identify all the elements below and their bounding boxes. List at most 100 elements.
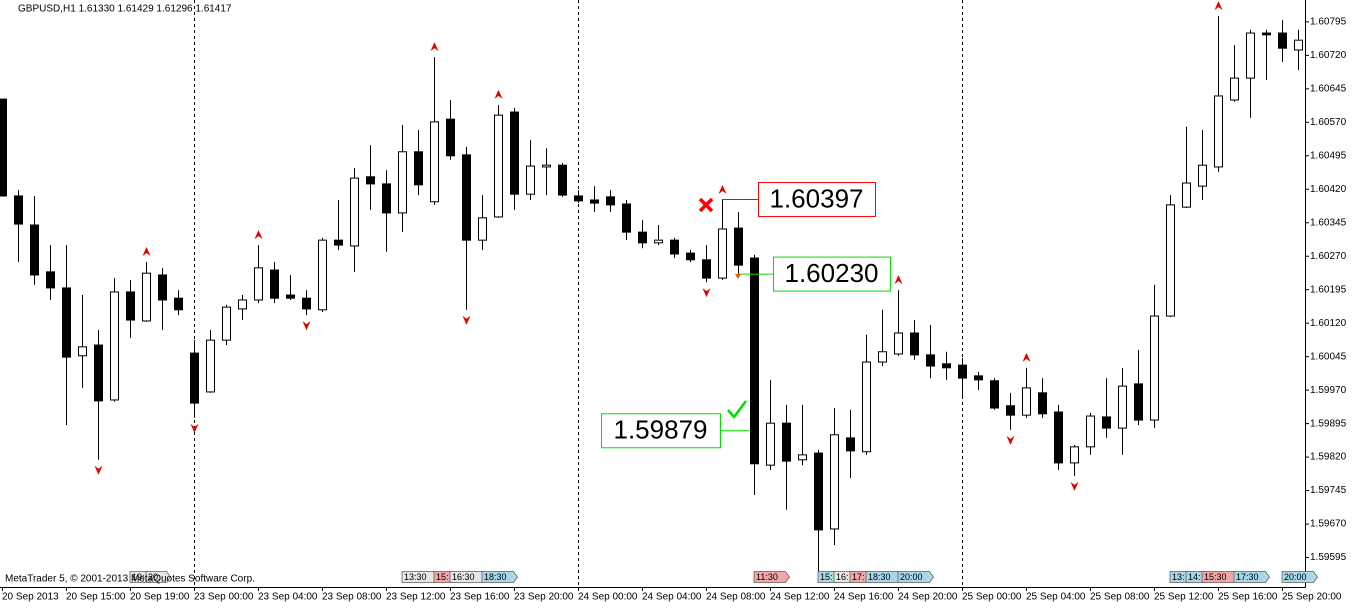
close-cross (698, 197, 714, 213)
candle-body (270, 269, 279, 299)
fractal-down (94, 465, 103, 475)
event-label: 20: (148, 572, 161, 582)
event-label: 16:30 (452, 572, 475, 582)
candle-body (894, 332, 903, 355)
candle-body (1054, 411, 1063, 464)
candle-body (1102, 416, 1111, 429)
candle-body (430, 121, 439, 203)
y-tick-label: 1.60345 (1310, 217, 1347, 228)
x-tick-label: 20 Sep 19:00 (130, 592, 190, 603)
candle-body (654, 239, 663, 244)
fractal-down (190, 423, 199, 433)
candle-body (510, 111, 519, 195)
candle-body (1214, 95, 1223, 168)
candle-body (542, 164, 551, 168)
candle-body (750, 257, 759, 465)
event-label: 19: (132, 572, 145, 582)
candle-body (1166, 204, 1175, 317)
y-tick-label: 1.59670 (1310, 519, 1347, 530)
y-tick-label: 1.60720 (1310, 50, 1347, 61)
y-tick-label: 1.60645 (1310, 83, 1347, 94)
candle-body (1262, 32, 1271, 36)
x-tick-label: 23 Sep 00:00 (194, 592, 254, 603)
candle-body (846, 437, 855, 452)
fractal-down (1070, 481, 1079, 491)
candle-body (686, 252, 695, 261)
candle-body (62, 287, 71, 358)
candle-body (142, 272, 151, 322)
fractal-up (494, 89, 503, 99)
candle-body (798, 454, 807, 461)
candle-body (286, 294, 295, 299)
candle-body (926, 354, 935, 367)
candle-body (398, 151, 407, 214)
x-tick-label: 25 Sep 16:00 (1218, 592, 1278, 603)
stop-marker (735, 274, 741, 279)
candle-body (878, 351, 887, 363)
event-tag (481, 571, 518, 583)
y-tick-label: 1.59895 (1310, 418, 1347, 429)
candle-body (638, 231, 647, 244)
event-tag (1281, 571, 1318, 583)
candle-body (462, 154, 471, 241)
x-tick-label: 24 Sep 16:00 (834, 592, 894, 603)
candle-body (526, 165, 535, 195)
candle-body (78, 346, 87, 357)
candle-body (1022, 387, 1031, 416)
candle-body (158, 274, 167, 301)
x-tick-label: 24 Sep 04:00 (642, 592, 702, 603)
fractal-down (702, 288, 711, 298)
fractal-up (894, 275, 903, 285)
x-tick-label: 24 Sep 08:00 (706, 592, 766, 603)
chart-title: GBPUSD,H1 1.61330 1.61429 1.61296 1.6141… (18, 4, 232, 15)
annotation-box (773, 256, 891, 292)
candle-body (334, 239, 343, 246)
footer-text: MetaTrader 5, © 2001-2013 MetaQuotes Sof… (5, 574, 255, 585)
event-label: 20:00 (900, 572, 923, 582)
candle-body (174, 297, 183, 311)
candle-body (670, 239, 679, 255)
candle-body (302, 297, 311, 310)
y-tick-label: 1.60570 (1310, 117, 1347, 128)
candle-body (1294, 39, 1303, 51)
candle-body (590, 199, 599, 204)
fractal-up (1214, 1, 1223, 11)
y-tick-label: 1.59745 (1310, 485, 1347, 496)
y-tick-label: 1.59820 (1310, 452, 1347, 463)
x-tick-label: 24 Sep 20:00 (898, 592, 958, 603)
candle-body (190, 352, 199, 404)
candle-body (1118, 385, 1127, 429)
candle-body (366, 176, 375, 185)
candle-body (606, 196, 615, 206)
event-label: 18:30 (484, 572, 507, 582)
x-tick-label: 25 Sep 20:00 (1282, 592, 1342, 603)
y-tick-label: 1.59970 (1310, 385, 1347, 396)
x-tick-label: 23 Sep 20:00 (514, 592, 574, 603)
event-label: 15: (436, 572, 449, 582)
candle-body (254, 267, 263, 301)
candle-body (414, 151, 423, 186)
candle-body (94, 344, 103, 402)
annotation-box (758, 182, 876, 218)
candle-body (830, 434, 839, 530)
fractal-up (718, 184, 727, 194)
y-tick-label: 1.60420 (1310, 184, 1347, 195)
fractal-up (254, 230, 263, 240)
annotation-box (601, 413, 721, 449)
candle-body (766, 422, 775, 466)
candle-body (1278, 32, 1287, 49)
event-label: 17:30 (1236, 572, 1259, 582)
event-label: 17: (852, 572, 865, 582)
candle-body (1182, 182, 1191, 208)
fractal-up (1022, 352, 1031, 362)
y-tick-label: 1.60120 (1310, 318, 1347, 329)
event-label: 15: (820, 572, 833, 582)
x-tick-label: 25 Sep 12:00 (1154, 592, 1214, 603)
candle-body (942, 363, 951, 369)
candle-body (974, 375, 983, 381)
candle-body (382, 183, 391, 214)
x-tick-label: 25 Sep 00:00 (962, 592, 1022, 603)
x-tick-label: 20 Sep 15:00 (66, 592, 126, 603)
event-label: 11:30 (756, 572, 778, 582)
